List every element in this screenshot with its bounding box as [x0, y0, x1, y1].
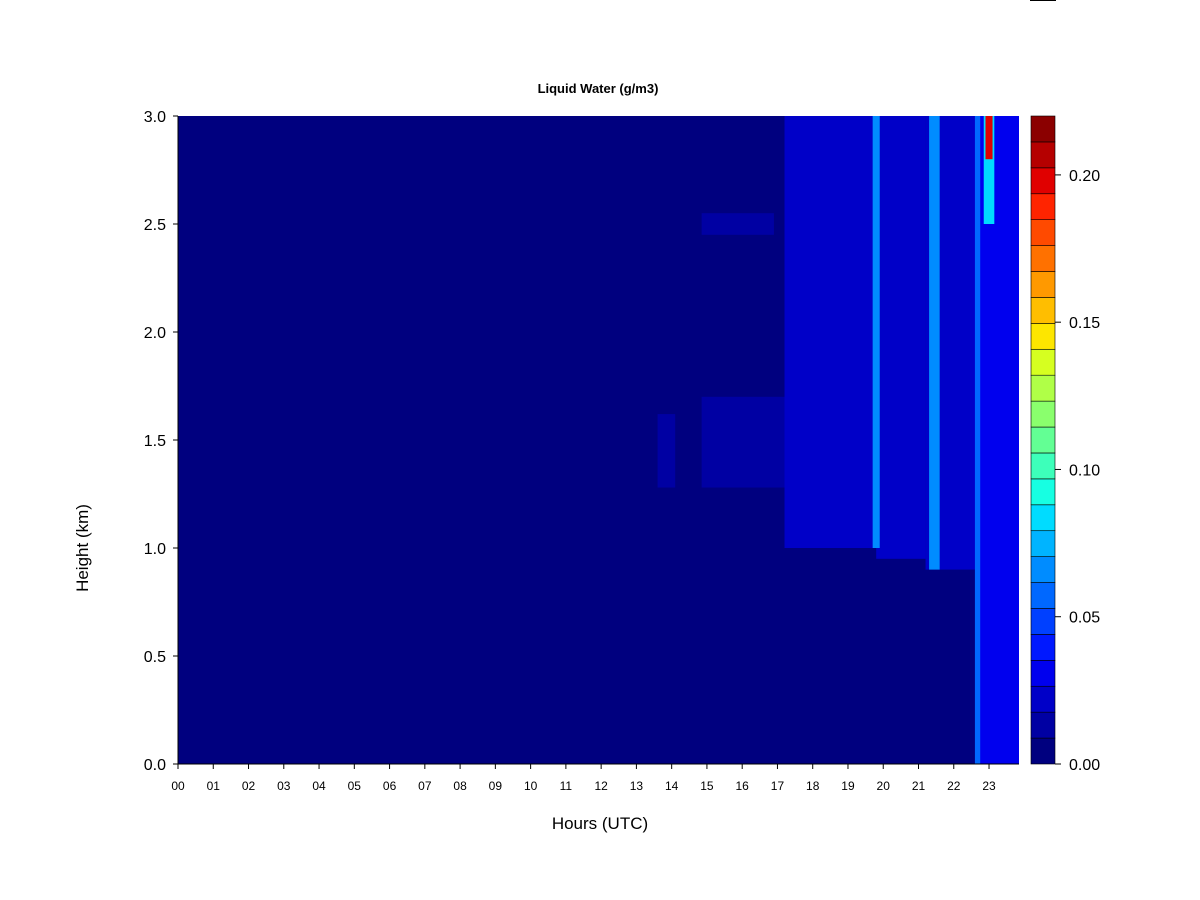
y-axis: 0.0 0.5 1.0 1.5 2.0 2.5 3.0 — [144, 109, 179, 774]
corner-mark — [1030, 0, 1056, 1]
heatmap-cell — [974, 116, 981, 764]
colorbar-swatch — [1030, 374, 1056, 402]
colorbar-swatch — [1030, 478, 1056, 506]
colorbar-swatch — [1030, 504, 1056, 532]
y-axis-label: Height (km) — [73, 504, 92, 592]
y-tick-label: 2.5 — [144, 217, 166, 234]
colorbar-tick-label: 0.15 — [1069, 315, 1100, 332]
colorbar-swatch — [1030, 297, 1056, 324]
colorbar-tick-label: 0.10 — [1069, 462, 1100, 479]
x-tick-label: 07 — [418, 779, 432, 793]
x-tick-label: 18 — [806, 779, 820, 793]
heatmap-cell — [784, 116, 877, 548]
colorbar-swatch — [1030, 426, 1056, 454]
x-tick-label: 10 — [524, 779, 538, 793]
colorbar-swatch — [1030, 167, 1056, 195]
x-axis: 00 01 02 03 04 05 06 07 08 09 10 11 12 13 14 15 16 17 18 19… — [171, 763, 1019, 793]
colorbar-swatch — [1030, 193, 1056, 220]
y-tick-label: 3.0 — [144, 109, 166, 126]
x-tick-label: 20 — [877, 779, 891, 793]
colorbar-swatch — [1030, 271, 1056, 298]
colorbar-swatch — [1030, 245, 1056, 272]
heatmap-cell — [701, 396, 785, 488]
heatmap-cell — [929, 116, 940, 570]
x-tick-label: 06 — [383, 779, 397, 793]
heatmap-cell — [985, 116, 993, 160]
colorbar-swatch — [1030, 452, 1056, 480]
x-tick-label: 02 — [242, 779, 256, 793]
colorbar-swatch — [1030, 582, 1056, 609]
colorbar-swatch — [1030, 737, 1056, 765]
x-tick-label: 21 — [912, 779, 926, 793]
x-tick-label: 23 — [982, 779, 996, 793]
colorbar-swatch — [1030, 556, 1056, 583]
y-tick-label: 1.0 — [144, 541, 166, 558]
colorbar-swatch — [1030, 141, 1056, 169]
x-tick-label: 22 — [947, 779, 961, 793]
colorbar-tick-label: 0.00 — [1069, 757, 1100, 774]
x-tick-label: 14 — [665, 779, 679, 793]
x-tick-label: 12 — [594, 779, 608, 793]
colorbar-swatch — [1030, 711, 1056, 739]
x-tick-label: 05 — [348, 779, 362, 793]
y-tick-label: 1.5 — [144, 433, 166, 450]
x-tick-label: 19 — [841, 779, 855, 793]
colorbar: 0.00 0.05 0.10 0.15 0.20 — [1030, 115, 1100, 774]
chart-title: Liquid Water (g/m3) — [538, 81, 659, 96]
x-tick-label: 15 — [700, 779, 714, 793]
heatmap-plot-area — [178, 116, 1019, 764]
colorbar-swatch — [1030, 634, 1056, 661]
colorbar-swatch — [1030, 660, 1056, 687]
x-tick-label: 00 — [171, 779, 185, 793]
heatmap-cell — [701, 213, 774, 235]
colorbar-tick-label: 0.05 — [1069, 610, 1100, 627]
x-tick-label: 04 — [312, 779, 326, 793]
heatmap-cell — [872, 116, 880, 548]
x-tick-label: 09 — [489, 779, 503, 793]
colorbar-tick-label: 0.20 — [1069, 168, 1100, 185]
x-tick-label: 17 — [771, 779, 785, 793]
colorbar-swatch — [1030, 348, 1056, 376]
heatmap-cell — [876, 116, 926, 559]
x-tick-label: 16 — [736, 779, 750, 793]
heatmap-cell — [657, 414, 676, 488]
x-tick-label: 11 — [560, 779, 573, 793]
colorbar-swatch — [1030, 115, 1056, 143]
colorbar-swatch — [1030, 323, 1056, 350]
y-tick-label: 2.0 — [144, 325, 166, 342]
colorbar-swatch — [1030, 219, 1056, 246]
colorbar-swatch — [1030, 530, 1056, 557]
y-tick-label: 0.0 — [144, 757, 166, 774]
x-tick-label: 01 — [207, 779, 221, 793]
x-axis-label: Hours (UTC) — [552, 814, 648, 833]
heatmap-cell — [983, 116, 995, 224]
colorbar-swatch — [1030, 685, 1056, 713]
x-tick-label: 08 — [453, 779, 467, 793]
colorbar-swatch — [1030, 400, 1056, 428]
x-tick-label: 13 — [630, 779, 644, 793]
x-tick-label: 03 — [277, 779, 291, 793]
y-tick-label: 0.5 — [144, 649, 166, 666]
colorbar-swatch — [1030, 608, 1056, 635]
